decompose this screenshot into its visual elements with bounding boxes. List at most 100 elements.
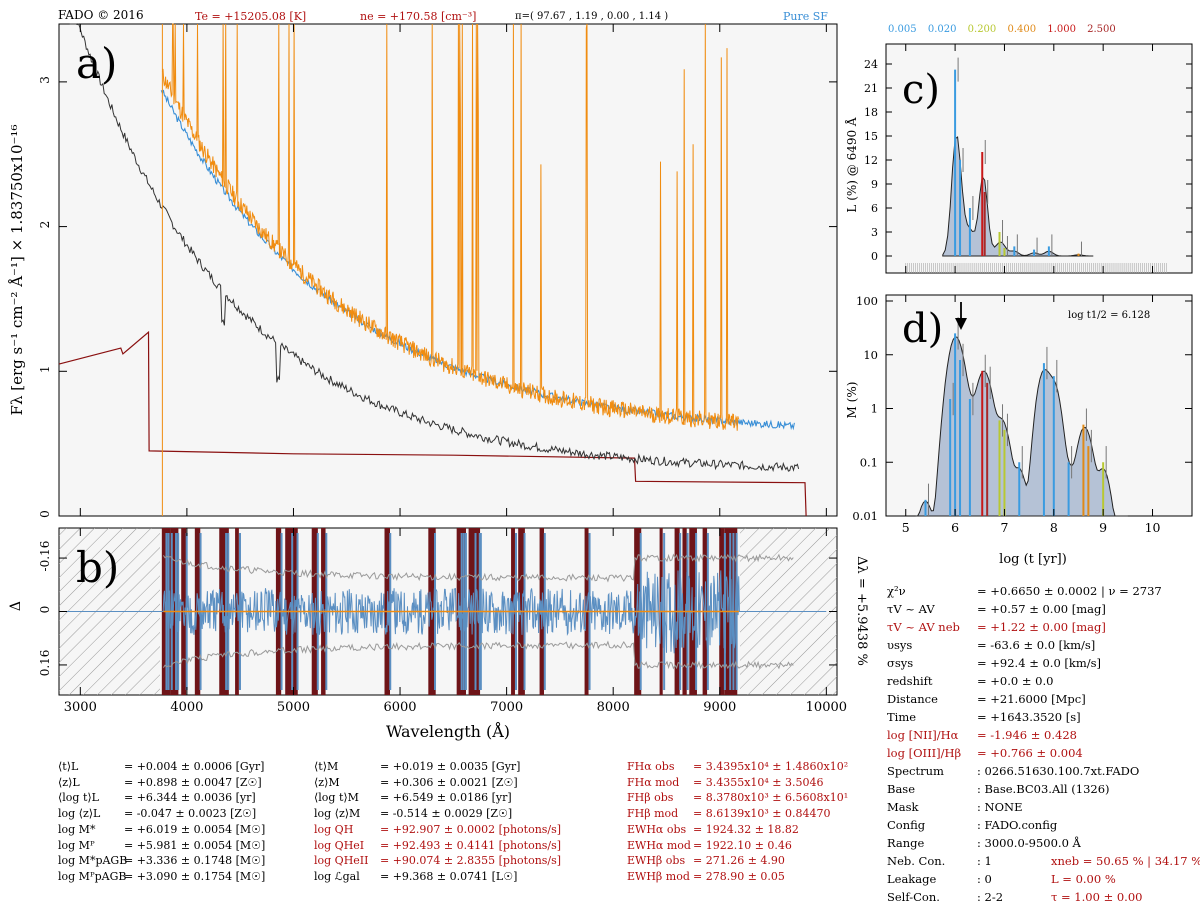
param-row: Self-Con.: 2-2 τ = 1.00 ± 0.00 xyxy=(887,888,1200,906)
stat-value: = +90.074 ± 2.8355 [photons/s] xyxy=(380,854,562,868)
y-tick-label: 21 xyxy=(864,82,878,95)
param-key: Config xyxy=(887,818,926,832)
stat-row: EWHβ mod = 278.90 ± 0.05 xyxy=(627,869,848,885)
stat-row: ⟨log t⟩L = +6.344 ± 0.0036 [yr] xyxy=(58,790,265,806)
y-tick-label: 1 xyxy=(871,402,878,416)
error-envelope-lower xyxy=(162,640,794,670)
y-tick-label: 6 xyxy=(871,202,878,215)
stat-key: log QHeII xyxy=(314,854,369,868)
param-row: Neb. Con.: 1 xneb = 50.65 % | 34.17 % xyxy=(887,852,1200,870)
stats-emission-lines: FHα obs = 3.4395x10⁴ ± 1.4860x10² FHα mod… xyxy=(627,759,848,885)
stat-row: EWHα obs = 1924.32 ± 18.82 xyxy=(627,822,848,838)
param-key: Range xyxy=(887,836,925,850)
panel-a-frame xyxy=(58,23,838,517)
y-tick-label: 12 xyxy=(864,154,878,167)
panel-b-label: b) xyxy=(76,543,119,592)
param-extra: τ = 1.00 ± 0.00 xyxy=(1051,890,1143,904)
stat-value: = 3.4355x10⁴ ± 3.5046 xyxy=(693,775,824,789)
stat-key: ⟨z⟩M xyxy=(314,775,340,789)
pi-values: π=( 97.67 , 1.19 , 0.00 , 1.14 ) xyxy=(515,11,669,22)
param-key: Mask xyxy=(887,800,919,814)
param-row: Time = +1643.3520 [s] xyxy=(887,708,1200,726)
panel-a-series xyxy=(58,23,807,517)
fit-parameters: χ²ν = +0.6650 ± 0.0002 | ν = 2737 τV ~ AV… xyxy=(887,582,1200,906)
param-row: υsys = -63.6 ± 0.0 [km/s] xyxy=(887,636,1200,654)
param-key: log [NII]/Hα xyxy=(887,728,959,742)
stat-value: = +6.019 ± 0.0054 [M☉] xyxy=(124,822,266,836)
x-tick-label: 9000 xyxy=(703,700,736,715)
stat-row: EWHβ obs = 271.26 ± 4.90 xyxy=(627,853,848,869)
stat-row: log M*pAGB = +3.336 ± 0.1748 [M☉] xyxy=(58,853,265,869)
stat-row: log ℒgal = +9.368 ± 0.0741 [L☉] xyxy=(314,869,561,885)
stat-value: = +6.344 ± 0.0036 [yr] xyxy=(124,791,256,805)
param-key: Leakage xyxy=(887,872,937,886)
y-tick-label: 1 xyxy=(38,365,52,373)
x-tick-label: 10 xyxy=(1145,520,1161,535)
y-tick-label: 0.1 xyxy=(860,455,878,469)
stat-row: FHβ mod = 8.6139x10³ ± 0.84470 xyxy=(627,806,848,822)
y-tick-label: 9 xyxy=(871,178,878,191)
x-tick-label: 7 xyxy=(1000,520,1008,535)
stat-row: log Mᴾ = +5.981 ± 0.0054 [M☉] xyxy=(58,838,265,854)
nebular-continuum-line xyxy=(58,330,807,517)
param-value: : 0 xyxy=(977,872,992,886)
error-envelope-upper xyxy=(162,553,794,583)
age-palette: 0.005 0.020 0.200 0.400 1.000 2.500 xyxy=(888,24,1124,35)
param-key: Distance xyxy=(887,692,938,706)
stat-key: log ℒgal xyxy=(314,869,360,883)
stats-mass-weighted: ⟨t⟩M = +0.019 ± 0.0035 [Gyr] ⟨z⟩M = +0.306… xyxy=(314,759,561,885)
param-value: : 3000.0-9500.0 Å xyxy=(977,836,1081,850)
x-tick-label: 9 xyxy=(1099,520,1107,535)
stat-row: log M* = +6.019 ± 0.0054 [M☉] xyxy=(58,822,265,838)
panel-c-ylabel: L (%) @ 6490 Å xyxy=(844,117,859,213)
stat-value: = -0.047 ± 0.0023 [Z☉] xyxy=(124,807,257,821)
panel-c-series xyxy=(905,57,1167,273)
stat-key: FHα mod xyxy=(627,775,680,789)
param-key: Time xyxy=(887,710,917,724)
t-half-arrow-head xyxy=(955,318,967,330)
age-palette-item: 2.500 xyxy=(1087,24,1116,35)
y-tick-label: 0.16 xyxy=(38,650,52,677)
age-palette-item: 0.020 xyxy=(927,24,957,35)
param-key: χ²ν xyxy=(887,584,906,598)
param-value: = -1.946 ± 0.428 xyxy=(977,728,1077,742)
stat-key: FHβ mod xyxy=(627,807,679,821)
stats-light-weighted: ⟨t⟩L = +0.004 ± 0.0006 [Gyr] ⟨z⟩L = +0.898… xyxy=(58,759,265,885)
stat-key: EWHβ mod xyxy=(627,869,690,883)
stat-row: log QHeI = +92.493 ± 0.4141 [photons/s] xyxy=(314,838,561,854)
stat-row: ⟨z⟩M = +0.306 ± 0.0021 [Z☉] xyxy=(314,775,561,791)
param-value: : Base.BC03.All (1326) xyxy=(977,782,1110,796)
stat-key: log MᴾpAGB xyxy=(58,869,127,883)
param-key: Spectrum xyxy=(887,764,944,778)
y-tick-label: 0 xyxy=(871,250,878,263)
panel-c-axes: 0 3 6 9 12 15 18 21 24 xyxy=(864,58,1192,263)
stat-value: = +0.019 ± 0.0035 [Gyr] xyxy=(380,760,521,773)
stat-key: FHα obs xyxy=(627,760,675,773)
y-tick-label: 3 xyxy=(871,226,878,239)
param-value: : 2-2 xyxy=(977,890,1004,904)
observed-spectrum-line xyxy=(161,23,739,431)
stat-row: log MᴾpAGB = +3.090 ± 0.1754 [M☉] xyxy=(58,869,265,885)
age-palette-item: 0.400 xyxy=(1007,24,1037,35)
stat-value: = 1922.10 ± 0.46 xyxy=(693,838,792,852)
stat-value: = 271.26 ± 4.90 xyxy=(693,854,785,868)
stat-value: = +92.907 ± 0.0002 [photons/s] xyxy=(380,822,562,836)
stat-key: log Mᴾ xyxy=(58,838,95,852)
stellar-continuum-line xyxy=(69,23,800,473)
stat-value: = +3.090 ± 0.1754 [M☉] xyxy=(124,869,266,883)
param-value: : 1 xyxy=(977,854,992,868)
stat-value: = +0.004 ± 0.0006 [Gyr] xyxy=(124,760,265,773)
stat-row: FHα mod = 3.4355x10⁴ ± 3.5046 xyxy=(627,775,848,791)
x-tick-label: 7000 xyxy=(490,700,523,715)
stat-row: FHα obs = 3.4395x10⁴ ± 1.4860x10² xyxy=(627,759,848,775)
stat-value: = +0.306 ± 0.0021 [Z☉] xyxy=(380,775,518,789)
param-extra: L = 0.00 % xyxy=(1051,872,1116,886)
electron-temperature: Te = +15205.08 [K] xyxy=(195,10,307,23)
x-tick-label: 5 xyxy=(902,520,910,535)
stat-value: = 278.90 ± 0.05 xyxy=(693,869,785,883)
electron-density: ne = +170.58 [cm⁻³] xyxy=(360,10,477,23)
y-tick-label: -0.16 xyxy=(38,541,52,572)
y-tick-label: 0.01 xyxy=(852,509,878,523)
stat-row: ⟨log t⟩M = +6.549 ± 0.0186 [yr] xyxy=(314,790,561,806)
param-value: = +0.6650 ± 0.0002 | ν = 2737 xyxy=(977,584,1162,598)
